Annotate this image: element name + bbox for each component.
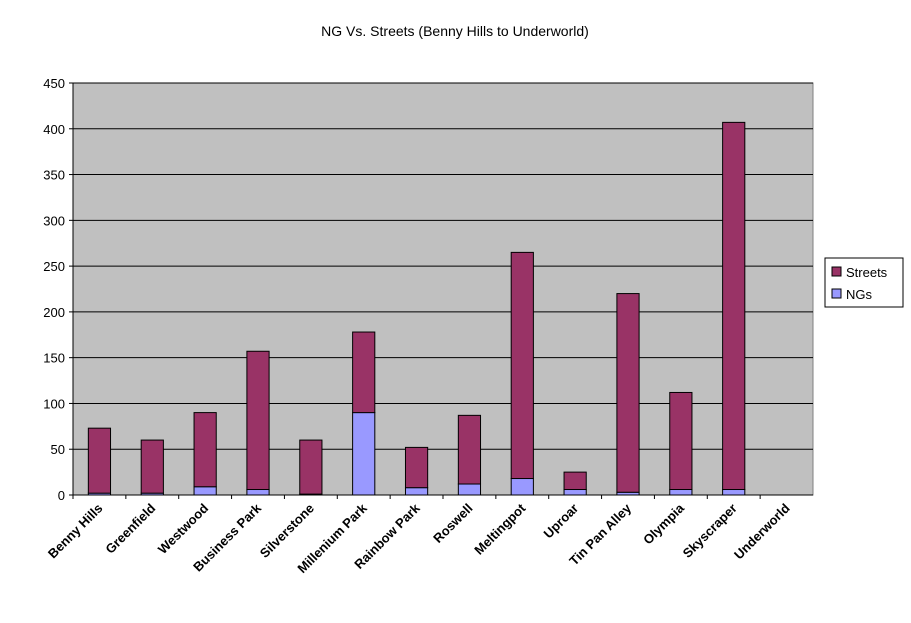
x-tick-label: Meltingpot [471,500,529,558]
bar-segment [669,391,693,491]
bar-segment [193,486,217,496]
y-tick-label: 200 [43,305,65,320]
bar-segment [404,487,429,496]
bar-segment [669,489,693,496]
bar-segment [563,489,587,496]
legend-swatch [831,266,842,277]
y-tick-label: 50 [51,442,65,457]
bar-segment [299,439,323,495]
y-tick-label: 150 [43,351,65,366]
chart-title: NG Vs. Streets (Benny Hills to Underworl… [321,23,589,39]
bar-segment [246,350,270,491]
y-tick-label: 450 [43,76,65,91]
bar-segment [457,414,482,485]
y-tick-label: 250 [43,259,65,274]
y-tick-label: 100 [43,396,65,411]
bar-segment [722,489,746,496]
bar-segment [457,483,482,496]
legend-swatch [831,288,842,299]
bar-segment [193,412,217,488]
x-tick-label: Benny Hills [45,501,106,562]
bar-segment [563,471,587,491]
legend-label: Streets [846,265,888,280]
x-tick-label: Olympia [640,500,687,547]
bar-segment [246,489,270,496]
x-tick-label: Roswell [430,501,475,546]
x-tick-label: Uproar [541,501,582,542]
y-tick-label: 0 [58,488,65,503]
y-tick-label: 400 [43,122,65,137]
plot-area [72,82,814,496]
bar-segment [404,446,429,489]
bar-segment [722,121,746,491]
legend-label: NGs [846,287,873,302]
bar-segment [352,331,376,414]
bar-segment [140,439,164,494]
y-tick-label: 300 [43,213,65,228]
x-tick-label: Greenfield [102,500,158,556]
x-tick-label: Westwood [155,500,211,556]
x-tick-label: Underworld [731,500,793,562]
bar-segment [352,412,376,496]
bar-segment [510,478,534,496]
bar-segment [616,293,640,493]
y-tick-label: 350 [43,168,65,183]
legend-box [824,257,904,308]
bar-segment [510,251,534,480]
bar-segment [87,427,112,494]
